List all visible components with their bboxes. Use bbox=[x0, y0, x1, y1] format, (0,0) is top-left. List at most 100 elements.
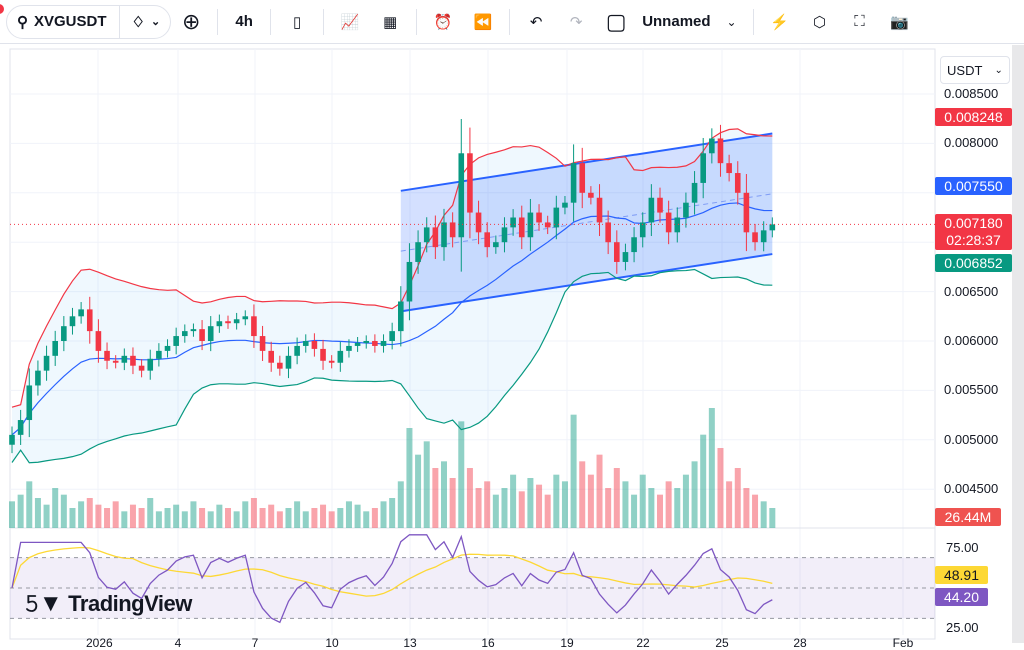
volume-bar bbox=[242, 501, 249, 528]
rsi-badge: 44.20 bbox=[935, 588, 988, 606]
currency-select[interactable]: USDT ⌄ bbox=[940, 56, 1010, 84]
candle-body bbox=[138, 365, 145, 371]
candle-body bbox=[493, 242, 499, 248]
chevron-down-icon[interactable]: ⌄ bbox=[726, 14, 737, 29]
indicators-icon[interactable]: 📈 bbox=[340, 13, 360, 31]
replay-icon[interactable]: ⏪ bbox=[473, 13, 493, 31]
time-axis-label: 10 bbox=[325, 636, 339, 650]
candle-body bbox=[251, 316, 257, 337]
volume-bar bbox=[52, 488, 59, 528]
candle-body bbox=[769, 224, 776, 231]
undo-icon[interactable]: ↶ bbox=[529, 13, 543, 31]
volume-bar bbox=[173, 504, 180, 528]
quick-search-icon[interactable]: ⚡ bbox=[770, 13, 789, 31]
rsi-line bbox=[11, 534, 773, 624]
volume-bar bbox=[121, 511, 128, 528]
volume-bar bbox=[371, 508, 378, 528]
volume-bar bbox=[259, 508, 266, 528]
candle-body bbox=[657, 197, 663, 213]
symbol-search[interactable]: ⚲ XVGUSDT ♢ ⌄ bbox=[6, 4, 172, 39]
volume-bar bbox=[466, 468, 473, 528]
alert-icon[interactable]: ⏰ bbox=[433, 13, 453, 31]
volume-bar bbox=[43, 504, 50, 528]
volume-bar bbox=[69, 508, 76, 528]
candle-body bbox=[510, 217, 516, 228]
candle-body bbox=[26, 385, 33, 421]
interval-button[interactable]: 4h bbox=[235, 13, 253, 30]
volume-bar bbox=[155, 511, 162, 528]
add-icon[interactable]: ⊕ bbox=[181, 8, 201, 34]
candle-body bbox=[717, 138, 724, 164]
time-axis-label: 13 bbox=[403, 636, 417, 650]
diamond-icon[interactable]: ♢ bbox=[131, 13, 145, 31]
candle-body bbox=[423, 227, 430, 243]
volume-bar bbox=[250, 498, 257, 528]
candle-body bbox=[406, 261, 413, 302]
candle-body bbox=[562, 202, 568, 208]
templates-icon[interactable]: ▦ bbox=[383, 13, 398, 31]
volume-bar bbox=[233, 511, 240, 528]
candle-body bbox=[182, 331, 188, 337]
layout-icon[interactable]: ▢ bbox=[605, 8, 627, 34]
candle-body bbox=[605, 222, 611, 243]
candle-body bbox=[734, 173, 741, 193]
volume-bar bbox=[760, 501, 767, 528]
candle-body bbox=[35, 370, 41, 386]
camera-icon[interactable]: 📷 bbox=[890, 13, 909, 31]
candles-icon[interactable]: ▯ bbox=[293, 13, 302, 31]
candle-body bbox=[665, 212, 672, 233]
volume-bar bbox=[708, 408, 715, 528]
candle-body bbox=[78, 309, 84, 317]
volume-bar bbox=[639, 474, 646, 528]
candle-body bbox=[294, 345, 300, 356]
volume-bar bbox=[104, 508, 111, 528]
time-axis-label: 25 bbox=[715, 636, 729, 650]
candle-body bbox=[553, 207, 560, 228]
candle-body bbox=[691, 182, 698, 203]
volume-bar bbox=[17, 494, 24, 528]
candle-body bbox=[225, 321, 231, 324]
volume-bar bbox=[631, 494, 638, 528]
candle-body bbox=[164, 345, 171, 351]
volume-bar bbox=[665, 481, 672, 528]
rsi-ma-badge: 48.91 bbox=[935, 566, 988, 584]
volume-bar bbox=[518, 491, 525, 528]
volume-bar bbox=[553, 474, 560, 528]
candle-body bbox=[311, 341, 318, 349]
price-axis-label: 0.004500 bbox=[944, 481, 999, 497]
volume-bar bbox=[363, 511, 370, 528]
candle-body bbox=[199, 329, 205, 341]
candle-body bbox=[398, 301, 404, 332]
parallel-channel-fill bbox=[400, 133, 773, 312]
fullscreen-icon[interactable]: ⛶ bbox=[854, 13, 865, 30]
candle-body bbox=[43, 355, 50, 371]
candle-body bbox=[579, 163, 586, 193]
volume-bar bbox=[225, 508, 231, 528]
candle-body bbox=[458, 153, 465, 238]
chart-canvas[interactable] bbox=[0, 45, 1012, 643]
volume-bar bbox=[60, 494, 67, 528]
volume-bar bbox=[285, 508, 292, 528]
candle-body bbox=[588, 192, 594, 198]
bb-basis-badge: 0.007550 bbox=[935, 177, 1012, 195]
volume-bar bbox=[294, 501, 301, 528]
candle-body bbox=[130, 355, 136, 366]
volume-bar bbox=[190, 501, 197, 528]
rsi-axis-label: 75.00 bbox=[946, 540, 979, 555]
volume-bar bbox=[484, 481, 491, 528]
volume-bar bbox=[78, 501, 85, 528]
settings-icon[interactable]: ⬡ bbox=[812, 13, 827, 31]
candle-body bbox=[61, 326, 67, 341]
volume-bar bbox=[596, 454, 603, 528]
candle-body bbox=[52, 341, 58, 356]
bollinger-fill bbox=[12, 128, 773, 463]
volume-bar bbox=[320, 504, 327, 528]
candle-body bbox=[156, 350, 162, 359]
volume-bar bbox=[380, 501, 387, 528]
candle-body bbox=[570, 163, 577, 203]
candle-body bbox=[302, 341, 309, 346]
redo-icon[interactable]: ↷ bbox=[569, 13, 583, 31]
layout-name[interactable]: Unnamed bbox=[642, 13, 711, 30]
time-axis-label: 22 bbox=[636, 636, 650, 650]
currency-label: USDT bbox=[947, 62, 983, 78]
